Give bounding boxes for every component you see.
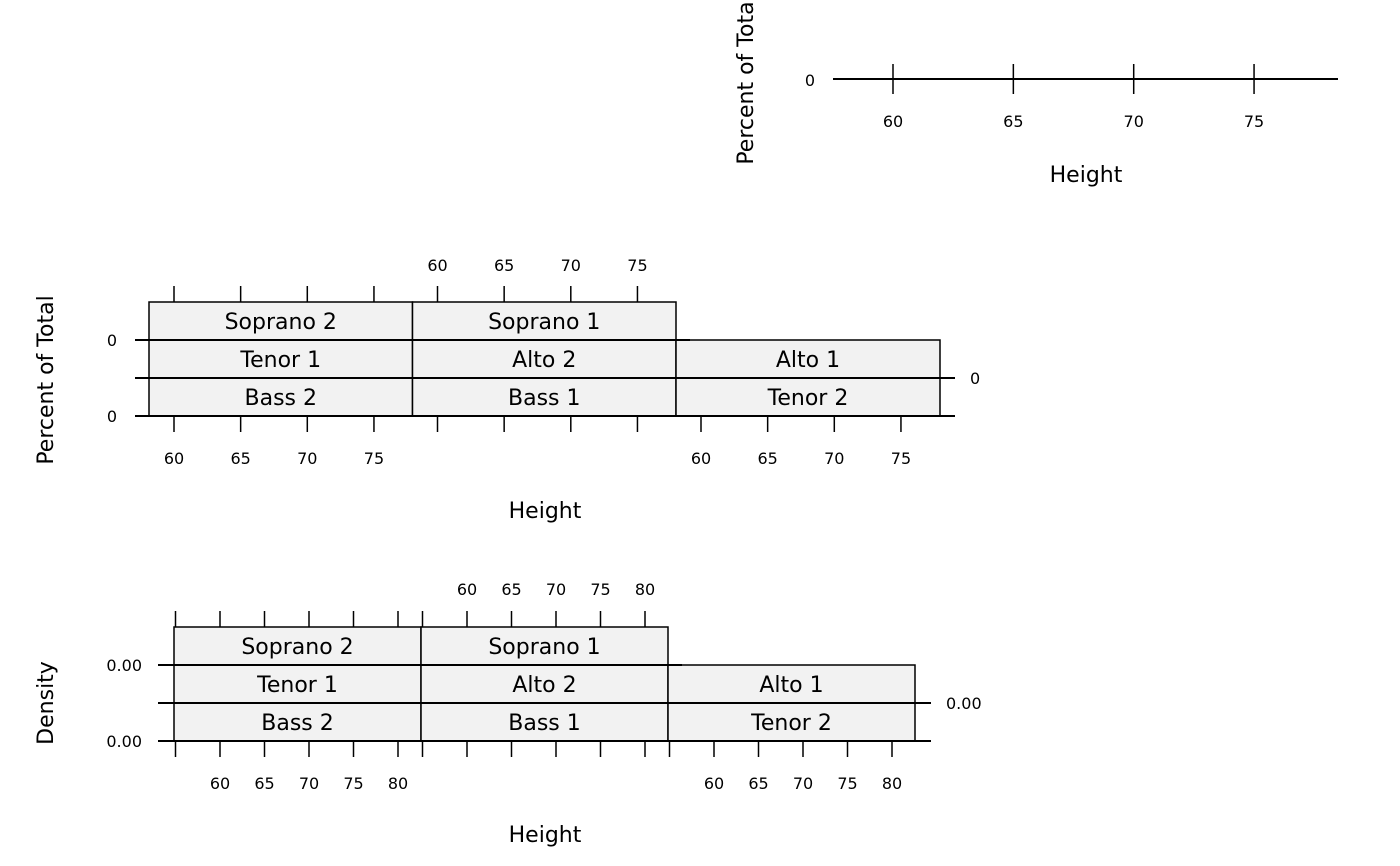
strip-alto-1 [675,339,941,379]
x-tick-label: 65 [757,449,777,468]
x-tick-label: 60 [691,449,711,468]
strip-label: Bass 1 [508,386,581,411]
x-tick-label: 75 [891,449,911,468]
x-tick-label: 65 [501,580,521,599]
x-tick-label: 70 [299,774,319,793]
strip-alto-1 [667,664,916,704]
strip-tenor-1 [173,664,422,704]
strip-label: Bass 2 [261,711,334,736]
x-tick-label: 70 [297,449,317,468]
strip-label: Bass 2 [245,386,318,411]
strip-label: Tenor 2 [767,386,849,411]
strip-bass-2 [148,377,414,417]
strip-soprano-1 [411,301,677,341]
strip-label: Bass 1 [508,711,581,736]
x-axis-label: Height [509,823,582,848]
x-tick-label: 60 [704,774,724,793]
strip-bass-1 [420,702,669,742]
x-tick-label: 70 [793,774,813,793]
x-tick-label: 70 [561,256,581,275]
x-tick-label: 75 [837,774,857,793]
y-axis-label: Density [34,661,59,745]
strip-label: Tenor 1 [256,673,338,698]
x-tick-label: 65 [748,774,768,793]
x-tick-label: 65 [254,774,274,793]
x-tick-label: 60 [457,580,477,599]
strip-label: Soprano 1 [488,310,600,335]
strip-label: Alto 2 [512,673,576,698]
x-axis-label: Height [509,499,582,524]
x-tick-label: 65 [230,449,250,468]
strip-label: Tenor 1 [239,348,321,373]
x-tick-label: 75 [364,449,384,468]
x-tick-label: 75 [627,256,647,275]
x-tick-label: 80 [635,580,655,599]
y-tick-label: 0 [107,331,117,350]
strip-label: Tenor 2 [750,711,832,736]
x-tick-label: 60 [210,774,230,793]
strip-label: Soprano 2 [241,635,353,660]
y-axis-label: Percent of Total [34,295,59,464]
y-tick-label: 0 [805,71,815,90]
x-tick-label: 60 [883,112,903,131]
strip-tenor-2 [667,702,916,742]
strip-label: Alto 1 [759,673,823,698]
y-tick-label: 0 [107,407,117,426]
x-tick-label: 80 [882,774,902,793]
x-tick-label: 70 [1124,112,1144,131]
strip-bass-2 [173,702,422,742]
x-tick-label: 80 [388,774,408,793]
strip-soprano-2 [173,626,422,666]
x-tick-label: 65 [494,256,514,275]
x-tick-label: 70 [824,449,844,468]
y-tick-label: 0.00 [106,656,142,675]
x-tick-label: 65 [1003,112,1023,131]
strip-soprano-2 [148,301,414,341]
x-axis-label: Height [1050,163,1123,188]
x-tick-label: 70 [546,580,566,599]
y-tick-label: 0 [970,369,980,388]
y-axis-label: Percent of Total [734,0,759,165]
strip-label: Alto 1 [776,348,840,373]
strip-label: Alto 2 [512,348,576,373]
strip-alto-2 [420,664,669,704]
x-tick-label: 60 [427,256,447,275]
y-tick-label: 0.00 [106,732,142,751]
y-tick-label: 0.00 [946,694,982,713]
x-tick-label: 75 [343,774,363,793]
x-tick-label: 75 [1244,112,1264,131]
strip-soprano-1 [420,626,669,666]
x-tick-label: 75 [590,580,610,599]
strip-label: Soprano 2 [225,310,337,335]
x-tick-label: 60 [164,449,184,468]
strip-label: Soprano 1 [488,635,600,660]
